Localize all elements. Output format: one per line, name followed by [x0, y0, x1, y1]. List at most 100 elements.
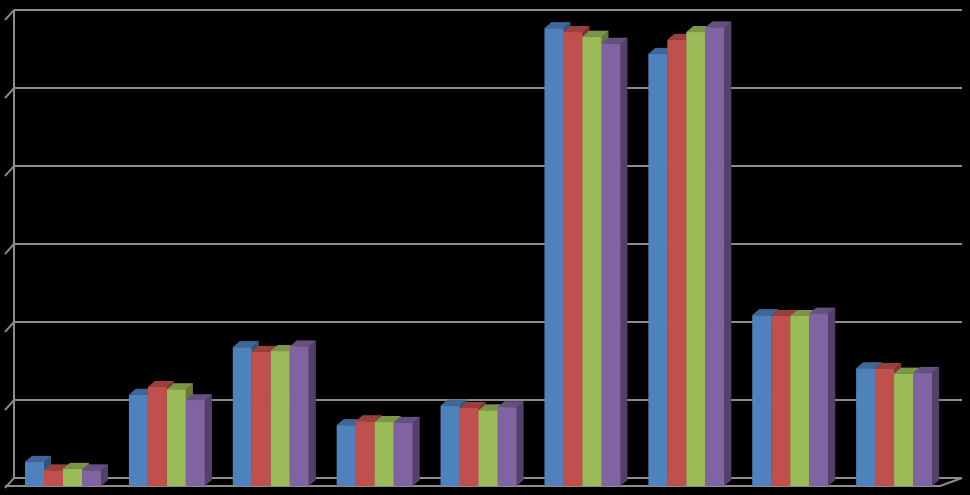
bar-front	[856, 368, 876, 486]
bar-front	[648, 53, 668, 486]
bar-top	[185, 394, 212, 401]
bar-top-shade	[856, 362, 883, 369]
bar-front	[336, 425, 356, 486]
bar-top	[374, 416, 401, 423]
bar-top-shade	[894, 367, 921, 374]
bar-side-shade	[828, 307, 836, 486]
bar-side-shade	[516, 401, 524, 486]
bar-front	[25, 461, 44, 486]
bar-front	[544, 28, 564, 486]
bar-top	[63, 462, 89, 469]
bar	[393, 416, 420, 486]
bar-top	[894, 367, 921, 374]
bar-top	[582, 30, 609, 37]
bar-top	[440, 399, 467, 406]
bar-front	[440, 405, 460, 486]
bar-front	[289, 346, 309, 486]
bar-top	[771, 309, 798, 316]
bar-top	[232, 341, 259, 348]
bar-front	[913, 372, 933, 486]
bar-side-shade	[308, 340, 316, 486]
bar-side	[516, 401, 524, 486]
bar-front	[147, 386, 167, 486]
bar-front	[128, 394, 148, 486]
bar-top	[251, 345, 278, 352]
bar-front	[497, 407, 517, 486]
bar-top-shade	[63, 462, 89, 469]
bar-front	[875, 369, 895, 486]
bar-front	[478, 410, 498, 486]
bar-top-shade	[82, 464, 108, 471]
bar-top	[752, 309, 779, 316]
bar-top	[393, 416, 420, 423]
bar-front	[667, 39, 687, 487]
bar-top	[809, 307, 836, 314]
bar-side	[932, 366, 940, 486]
bar-front	[374, 422, 394, 486]
bar-front	[393, 422, 413, 486]
bar-side	[620, 37, 628, 487]
grid-line-side	[4, 9, 15, 21]
bar-top-shade	[809, 307, 836, 314]
bar	[185, 394, 212, 486]
bar-side-shade	[724, 21, 732, 487]
grid-line-side	[4, 477, 15, 489]
bar-top-shade	[497, 401, 524, 408]
bar-front	[582, 36, 602, 486]
grid-line-side	[4, 165, 15, 177]
bar-top-shade	[25, 455, 51, 462]
grid-line-side	[4, 321, 15, 333]
bar-front	[82, 470, 101, 486]
grid-line-side	[4, 243, 15, 255]
bar-top-shade	[232, 341, 259, 348]
bar-top-shade	[752, 309, 779, 316]
bar-side	[828, 307, 836, 486]
bar-side	[412, 416, 420, 486]
bar-front	[166, 389, 186, 486]
bar-top	[875, 363, 902, 369]
bar-top-shade	[601, 37, 628, 44]
bar	[601, 37, 628, 487]
bar-top-shade	[289, 340, 316, 347]
bar-top-shade	[440, 399, 467, 406]
bar-top-shade	[166, 383, 193, 390]
bar-front	[63, 468, 82, 486]
bar-front	[270, 351, 290, 486]
bar-top	[355, 415, 382, 422]
bar-top	[147, 380, 174, 387]
bar	[289, 340, 316, 486]
grid-line-side	[4, 87, 15, 99]
bar-top	[82, 464, 108, 471]
bar-top	[563, 26, 590, 33]
bar-top-shade	[771, 309, 798, 316]
bar-top-shade	[875, 363, 902, 369]
bar-side	[204, 394, 212, 486]
bar-front	[459, 408, 479, 486]
bar-front	[185, 400, 205, 486]
bar-top-shade	[913, 366, 940, 373]
bar-top	[289, 340, 316, 347]
bar-side	[101, 464, 108, 486]
bar	[497, 401, 524, 486]
bar-top-shade	[544, 22, 571, 29]
bar-top-shade	[355, 415, 382, 422]
bar-top-shade	[563, 26, 590, 33]
bar-front	[563, 32, 583, 486]
bar-front	[601, 43, 621, 487]
bar-top-shade	[147, 380, 174, 387]
bar-top	[166, 383, 193, 390]
bar-front	[790, 315, 810, 486]
bar-front	[355, 421, 375, 486]
bar-front	[809, 313, 829, 486]
bar-front	[44, 470, 63, 486]
bar-top	[497, 401, 524, 408]
bar	[705, 21, 732, 487]
bar-side	[724, 21, 732, 487]
bar-top	[913, 366, 940, 373]
bar-top-shade	[705, 21, 732, 28]
bar-top	[856, 362, 883, 369]
bar-top	[705, 21, 732, 28]
bar-side-shade	[620, 37, 628, 487]
